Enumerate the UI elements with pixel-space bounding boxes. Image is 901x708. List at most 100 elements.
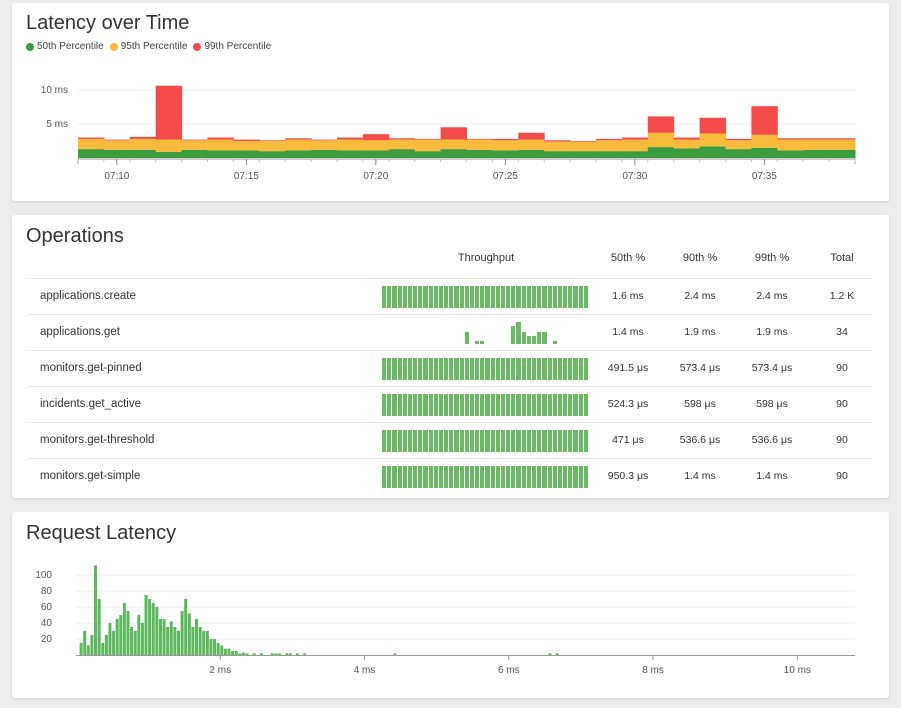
request-latency-bar[interactable] [97,599,101,655]
latency-bar-p50[interactable] [699,146,726,158]
latency-bar-p95[interactable] [388,139,416,150]
latency-bar-p50[interactable] [414,151,442,158]
latency-bar-p95[interactable] [78,138,105,150]
request-latency-bar[interactable] [83,631,87,655]
request-latency-bar[interactable] [285,653,289,655]
operation-name[interactable]: monitors.get-threshold [40,434,155,446]
request-latency-bar[interactable] [259,653,263,655]
latency-bar-p99[interactable] [829,138,856,140]
legend-item-p99[interactable]: 99th Percentile [193,41,271,52]
header-p90[interactable]: 90th % [682,252,718,264]
latency-bar-p50[interactable] [777,150,804,159]
latency-bar-p95[interactable] [129,138,157,150]
latency-bar-p50[interactable] [596,151,623,158]
operation-row[interactable]: monitors.get-pinned 491.5 μs 573.4 μs 573.4… [28,350,872,387]
request-latency-bar[interactable] [79,643,83,655]
latency-bar-p50[interactable] [570,151,597,158]
latency-bar-p99[interactable] [751,106,778,135]
request-latency-bar[interactable] [126,611,130,655]
latency-bar-p50[interactable] [388,149,416,158]
latency-bar-p99[interactable] [518,132,545,140]
request-latency-bar[interactable] [234,651,238,655]
latency-bar-p50[interactable] [829,149,856,158]
operation-row[interactable]: applications.get 1.4 ms 1.9 ms 1.9 ms 34 [28,314,872,351]
request-latency-bar[interactable] [393,653,397,655]
request-latency-bar[interactable] [108,623,112,655]
request-latency-bar[interactable] [227,648,231,655]
request-latency-bar[interactable] [151,603,155,655]
request-latency-bar[interactable] [119,615,123,655]
latency-bar-p99[interactable] [285,138,312,140]
latency-bar-p95[interactable] [466,139,493,150]
operation-name[interactable]: applications.create [40,290,136,302]
latency-bar-p95[interactable] [414,139,442,152]
request-latency-bar[interactable] [238,653,242,655]
request-latency-bar[interactable] [195,619,199,655]
request-latency-bar[interactable] [133,631,137,655]
request-latency-bar[interactable] [122,603,126,655]
latency-bar-p50[interactable] [233,150,260,159]
latency-bar-p95[interactable] [181,140,208,150]
latency-bar-p50[interactable] [492,150,519,159]
operation-row[interactable]: monitors.get-threshold 471 μs 536.6 μs 536.… [28,422,872,459]
operation-name[interactable]: applications.get [40,326,120,338]
request-latency-bar[interactable] [94,565,98,655]
latency-bar-p95[interactable] [492,140,519,151]
latency-bar-p50[interactable] [544,151,571,158]
latency-bar-p99[interactable] [259,140,286,141]
latency-bar-p50[interactable] [466,149,493,158]
request-latency-bar[interactable] [231,651,235,655]
latency-bar-p50[interactable] [647,147,675,158]
latency-bar-p50[interactable] [337,150,364,159]
latency-bar-p99[interactable] [466,138,493,140]
request-latency-bar[interactable] [140,623,144,655]
latency-bar-p95[interactable] [596,140,623,152]
latency-bar-p50[interactable] [440,149,467,158]
request-latency-bar[interactable] [548,653,552,655]
header-total[interactable]: Total [830,252,854,264]
latency-bar-p99[interactable] [777,138,804,140]
request-latency-bar[interactable] [191,627,195,655]
request-latency-bar[interactable] [101,643,105,655]
latency-bar-p95[interactable] [285,139,312,151]
request-latency-bar[interactable] [252,653,256,655]
latency-bar-p95[interactable] [544,141,571,152]
latency-bar-p99[interactable] [129,136,157,139]
latency-bar-p50[interactable] [155,151,183,158]
operation-name[interactable]: incidents.get_active [40,398,142,410]
latency-bar-p99[interactable] [337,137,364,140]
operation-name[interactable]: monitors.get-simple [40,470,141,482]
request-latency-bar[interactable] [166,627,170,655]
request-latency-bar[interactable] [137,615,141,655]
request-latency-bar[interactable] [198,627,202,655]
latency-bar-p99[interactable] [725,138,752,141]
request-latency-bar[interactable] [162,619,166,655]
latency-bar-p99[interactable] [362,134,390,141]
latency-bar-p50[interactable] [181,149,208,158]
latency-bar-p95[interactable] [777,139,804,151]
latency-bar-p99[interactable] [596,138,623,141]
latency-bar-p50[interactable] [129,149,157,158]
latency-bar-p99[interactable] [621,137,649,140]
request-latency-bar[interactable] [169,621,173,655]
latency-bar-p95[interactable] [673,139,701,149]
request-latency-bar[interactable] [213,639,217,655]
latency-bar-p99[interactable] [181,139,208,141]
request-latency-bar[interactable] [303,653,307,655]
legend-item-p95[interactable]: 95th Percentile [109,41,187,52]
latency-bar-p50[interactable] [259,151,286,158]
latency-bar-p95[interactable] [259,140,286,152]
operation-row[interactable]: applications.create 1.6 ms 2.4 ms 2.4 ms 1.2… [28,278,872,315]
latency-bar-p50[interactable] [725,149,752,158]
latency-bar-p95[interactable] [233,140,260,151]
operation-row[interactable]: monitors.get-simple 950.3 μs 1.4 ms 1.4 ms 9… [28,458,872,495]
request-latency-bar[interactable] [112,631,116,655]
latency-bar-p50[interactable] [751,147,778,158]
latency-bar-p95[interactable] [155,139,183,152]
request-latency-bar[interactable] [216,643,220,655]
request-latency-bar[interactable] [158,619,162,655]
request-latency-bar[interactable] [115,619,119,655]
request-latency-bar[interactable] [245,653,249,655]
latency-bar-p50[interactable] [78,149,105,158]
latency-bar-p95[interactable] [751,134,778,148]
